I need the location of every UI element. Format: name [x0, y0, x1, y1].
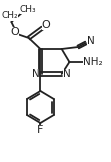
Text: F: F [37, 125, 44, 135]
Text: O: O [42, 20, 51, 30]
Text: N: N [87, 36, 95, 46]
Text: O: O [10, 27, 19, 37]
Text: NH₂: NH₂ [83, 57, 102, 67]
Text: N: N [32, 69, 39, 79]
Text: N: N [63, 69, 70, 79]
Text: CH₃: CH₃ [20, 5, 36, 13]
Text: CH₂: CH₂ [1, 12, 18, 21]
